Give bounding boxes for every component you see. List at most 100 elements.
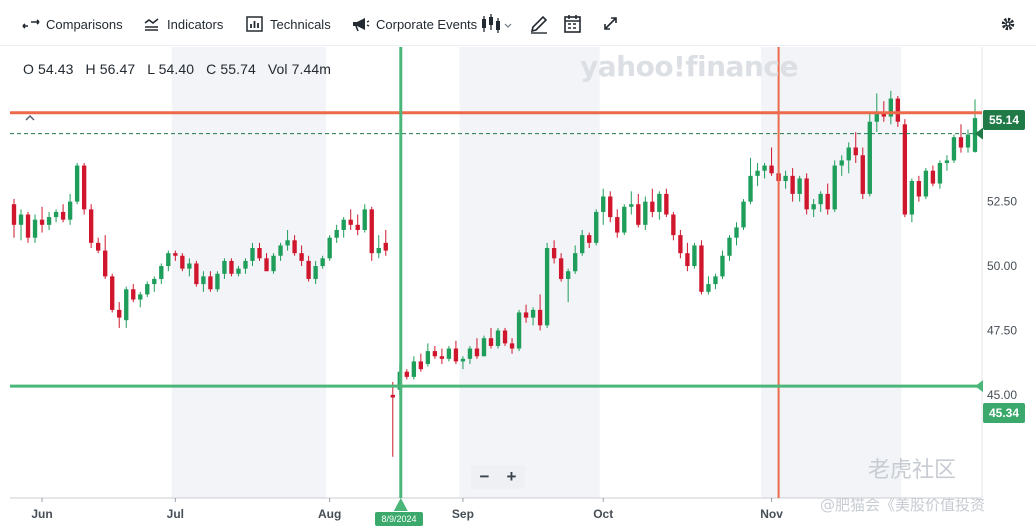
calendar-icon [564,15,581,33]
candle-body [11,204,17,225]
last-price-pointer [975,127,983,140]
candle-body [664,193,669,215]
draw-button[interactable] [528,13,550,35]
month-band [761,47,902,498]
candle-body [124,289,129,321]
candle-body [874,114,879,122]
technicals-button[interactable]: Technicals [246,13,331,35]
candle-body [439,356,445,359]
indicators-icon [144,18,159,31]
candle-body [720,255,725,277]
x-tick-label: Oct [593,507,613,521]
high-value: H 56.47 [85,61,136,77]
candle-body [741,201,746,228]
candle-body [369,209,374,254]
candle-body [881,114,886,117]
candle-body [467,348,473,359]
yahoo-finance-watermark: yahoo!finance [580,50,798,83]
zoom-in-button[interactable]: + [506,467,517,486]
candle-body [278,245,283,256]
tiger-community-watermark: 老虎社区 [868,458,957,483]
technicals-label: Technicals [270,16,331,32]
fullscreen-button[interactable] [600,13,622,35]
candle-body [67,201,73,220]
candle-body [755,170,760,176]
candle-body [530,309,536,318]
candle-body [81,165,87,210]
close-value: C 55.74 [206,61,256,77]
candle-body [615,217,620,233]
indicators-label: Indicators [167,16,224,32]
candle-body [846,147,851,161]
x-tick-label: Sep [452,507,474,521]
candle-body [958,137,964,148]
candle-body [867,121,872,194]
candle-body [790,175,795,194]
y-tick-label: 52.50 [987,195,1017,209]
candle-body [60,211,66,220]
candle-body [425,351,431,364]
candle-body [313,266,318,279]
collapse-chevron-icon[interactable] [24,110,36,125]
candle-body [474,348,480,357]
crosshair-date-badge: 8/9/2024 [375,512,423,526]
y-tick-label: 50.00 [987,259,1017,273]
candle-body [895,98,901,122]
y-tick-label: 47.50 [987,323,1017,337]
candle-body [657,193,662,212]
candle-body [622,206,627,233]
candle-body [930,170,936,184]
ohlc-readout: O 54.43 H 56.47 L 54.40 C 55.74 Vol 7.44… [23,61,339,77]
candle-body [159,266,164,279]
candle-body [292,240,297,254]
corporate-events-button[interactable]: Corporate Events [352,13,477,35]
date-range-button[interactable] [562,13,584,35]
candle-body [937,162,943,184]
candle-body [713,276,718,285]
candle-body [404,371,409,377]
candle-body [320,258,325,267]
candle-body [580,235,585,254]
candle-body [271,255,276,272]
candle-body [783,175,788,182]
candle-body [446,348,452,359]
candle-body [96,242,101,251]
zoom-out-button[interactable]: − [479,467,490,486]
candle-body [74,165,80,202]
candle-body [608,196,613,218]
candle-body [18,214,24,225]
crosshair-price-badge: 45.34 [983,403,1025,423]
candle-body [53,211,59,218]
candle-body [103,250,108,277]
x-tick-label: Jul [167,507,184,521]
indicators-button[interactable]: Indicators [143,13,223,35]
settings-button[interactable] [997,13,1019,35]
candle-body [257,248,262,259]
candle-body [250,248,255,261]
chart-type-dropdown[interactable] [481,13,515,35]
candle-body [762,165,767,171]
candle-body [88,209,94,243]
candle-body [495,330,501,346]
candle-body [131,289,136,300]
candle-body [902,124,908,215]
candle-body [432,351,438,357]
candle-body [706,284,711,292]
candle-body [173,253,178,256]
candlestick-icon [482,14,512,33]
candle-body [572,253,578,272]
candle-body [797,178,802,194]
candle-body [811,204,816,210]
candle-body [544,248,550,326]
candle-body [832,165,837,210]
candle-body [502,330,508,344]
candle-body [39,219,45,225]
candle-body [516,312,522,349]
comparisons-button[interactable]: Comparisons [22,13,123,35]
corporate-events-label: Corporate Events [376,16,478,32]
candle-body [594,211,599,243]
candle-body [264,258,269,272]
candle-body [818,193,823,205]
candle-body [376,248,381,254]
